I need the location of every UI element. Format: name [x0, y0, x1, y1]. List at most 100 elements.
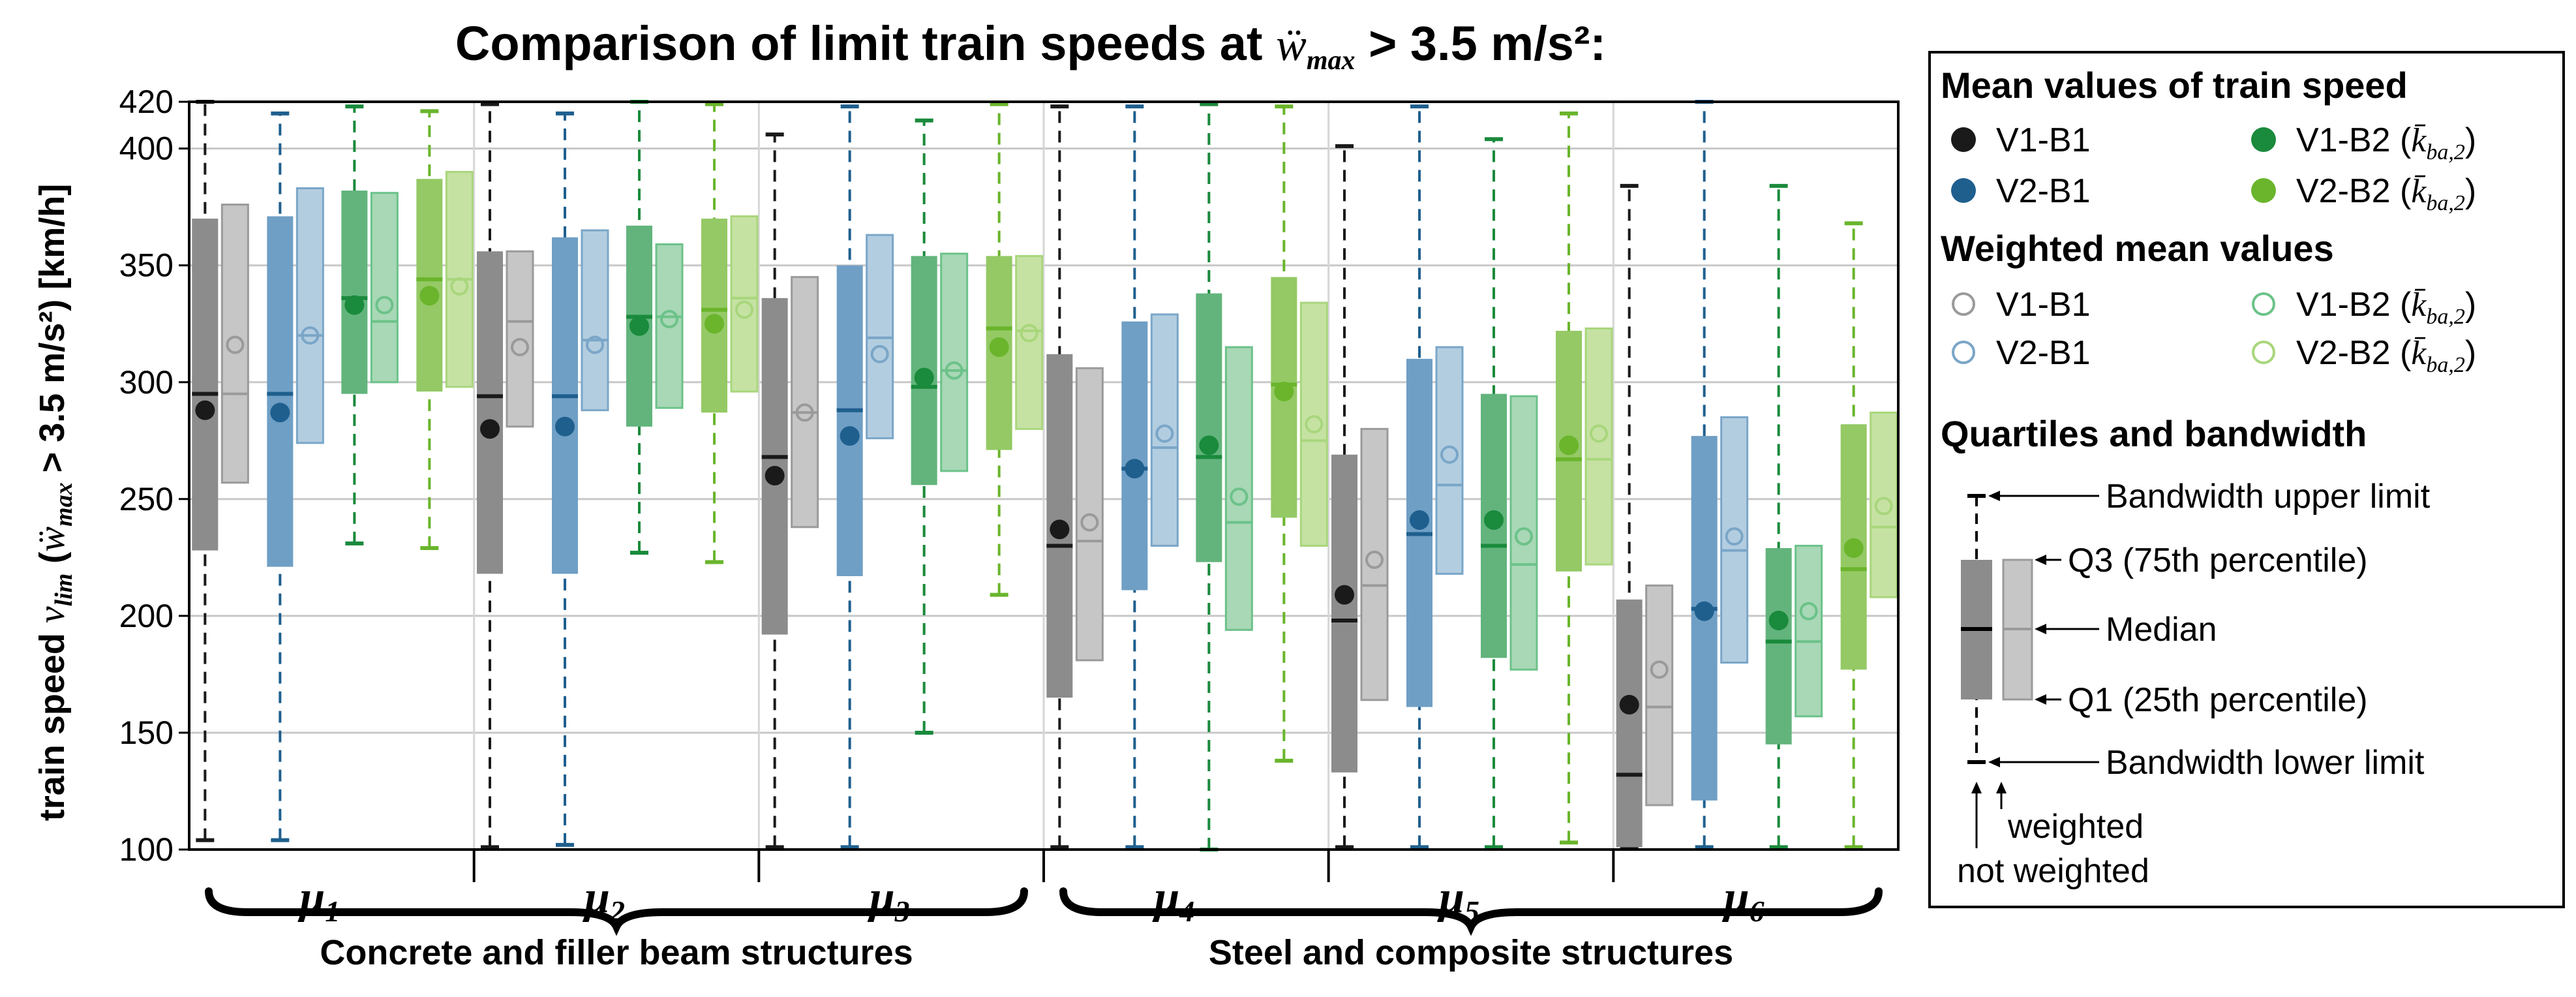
weighted-mean-point-g6-v1-b2	[1799, 602, 1818, 621]
mean-point-g3-v1-b1	[765, 466, 785, 485]
legend-mean-v2-b1-label: V2-B1	[1996, 172, 2091, 210]
y-tick-label-250: 250	[119, 481, 174, 517]
mean-point-g1-v2-b2	[419, 286, 440, 306]
y-label-open: (	[33, 552, 72, 574]
chart-title-suffix: > 3.5 m/s²:	[1356, 16, 1607, 70]
weighted-mean-point-g5-v2-b1	[1440, 445, 1459, 464]
plot-frame	[188, 100, 1900, 851]
weighted-mean-point-g2-v2-b1	[586, 335, 604, 354]
legend-arrow-q1-head	[2035, 694, 2046, 705]
box-g2-v1-b1	[477, 251, 503, 574]
legend-mean-v1-b1-label: V1-B1	[1996, 121, 2091, 159]
y-label-symbol-sub: lim	[50, 574, 78, 607]
weighted-box-g6-v1-b2	[1795, 544, 1823, 718]
legend-weighted-v1-b2-label: V1-B2 (k̄ba,2)	[2296, 286, 2476, 329]
weighted-mean-point-g1-v1-b2	[375, 296, 394, 314]
weighted-mean-point-g3-v2-b1	[870, 345, 889, 363]
mean-point-g2-v2-b2	[705, 314, 724, 334]
weighted-mean-point-g1-v2-b1	[301, 326, 320, 345]
legend-weighted-v2-b1-marker	[1952, 341, 1975, 364]
box-g4-v2-b1	[1121, 321, 1148, 591]
weighted-box-g2-v2-b1	[581, 229, 609, 412]
mean-point-g4-v1-b1	[1050, 519, 1070, 540]
mean-point-g5-v1-b1	[1335, 585, 1354, 605]
weighted-mean-point-g5-v1-b2	[1515, 527, 1533, 546]
mean-point-g4-v1-b2	[1199, 435, 1219, 455]
mean-point-g2-v1-b2	[629, 316, 649, 336]
box-g1-v1-b1	[192, 219, 219, 551]
weighted-box-g5-v1-b1	[1360, 427, 1389, 701]
mean-point-g1-v2-b1	[270, 403, 290, 423]
brace-2	[1059, 887, 1883, 936]
category-label-1: Concrete and filler beam structures	[320, 933, 913, 972]
weighted-box-g3-v1-b1	[791, 276, 819, 529]
weighted-box-g2-v2-b2	[730, 215, 759, 393]
mean-point-g3-v2-b1	[840, 426, 860, 446]
weighted-mean-point-g3-v2-b2	[1020, 324, 1038, 343]
chart-title: Comparison of limit train speeds at ẅmax…	[455, 16, 1606, 76]
weighted-mean-point-g4-v1-b2	[1230, 487, 1249, 506]
mean-point-g4-v2-b2	[1274, 382, 1294, 402]
weighted-box-g6-v2-b2	[1870, 411, 1898, 598]
weighted-mean-point-g6-v2-b2	[1874, 497, 1893, 515]
legend-label-weighted: weighted	[2007, 808, 2144, 846]
legend-weighted-v2-b2-marker	[2252, 341, 2275, 364]
box-g4-v1-b2	[1196, 293, 1222, 562]
legend-box	[1928, 51, 2565, 908]
weighted-mean-point-g6-v1-b1	[1650, 660, 1669, 679]
box-g3-v2-b1	[836, 265, 863, 576]
group-label-3: μ3	[868, 872, 910, 928]
chart-title-prefix: Comparison of limit train speeds at	[455, 16, 1276, 70]
y-tick-label-300: 300	[119, 364, 174, 401]
legend-label-lower: Bandwidth lower limit	[2106, 744, 2425, 782]
weighted-box-g1-v1-b1	[220, 204, 249, 484]
legend-arrow-notweighted-head	[1971, 782, 1982, 793]
box-g2-v2-b1	[552, 237, 578, 574]
weighted-box-g1-v1-b2	[370, 192, 399, 384]
legend-quartile-title: Quartiles and bandwidth	[1941, 413, 2367, 454]
weighted-box-g3-v2-b2	[1015, 254, 1044, 430]
legend-mean-v1-b1-marker	[1951, 127, 1976, 152]
category-label-2: Steel and composite structures	[1209, 933, 1733, 972]
box-g5-v1-b1	[1331, 454, 1357, 773]
legend-arrow-upper-head	[1988, 491, 2000, 501]
weighted-box-g6-v2-b1	[1720, 416, 1749, 664]
legend-mean-title: Mean values of train speed	[1941, 65, 2408, 106]
mean-point-g3-v2-b2	[989, 337, 1009, 358]
weighted-box-g5-v2-b2	[1584, 327, 1613, 566]
mean-point-g6-v1-b2	[1768, 611, 1789, 631]
weighted-box-g4-v2-b1	[1150, 313, 1179, 547]
weighted-mean-point-g1-v2-b2	[450, 277, 469, 296]
weighted-box-g5-v2-b1	[1435, 346, 1464, 575]
legend-weighted-v1-b1-marker	[1952, 292, 1975, 316]
weighted-box-g2-v1-b1	[506, 250, 534, 428]
y-tick-label-200: 200	[119, 598, 174, 634]
group-label-4: μ4	[1152, 872, 1194, 928]
mean-point-g4-v2-b1	[1125, 459, 1145, 479]
y-tick-label-420: 420	[119, 84, 174, 120]
legend-weighted-title: Weighted mean values	[1941, 228, 2334, 269]
legend-arrow-q3-head	[2035, 555, 2046, 565]
legend-arrow-median-head	[2035, 624, 2046, 634]
legend-label-not-weighted: not weighted	[1957, 852, 2149, 890]
box-g1-v2-b2	[416, 179, 443, 392]
y-label-symbol: v	[30, 606, 72, 623]
mean-point-g5-v2-b2	[1559, 435, 1579, 455]
mean-point-g2-v2-b1	[555, 416, 575, 437]
box-g1-v1-b2	[341, 191, 368, 394]
chart-title-symbol: ẅ	[1276, 20, 1307, 70]
weighted-mean-point-g5-v2-b2	[1590, 424, 1608, 443]
legend-mean-v2-b2-marker	[2251, 178, 2276, 203]
mean-point-g6-v1-b1	[1619, 694, 1639, 714]
weighted-mean-point-g4-v2-b2	[1305, 415, 1324, 434]
box-g1-v2-b1	[267, 216, 294, 567]
weighted-mean-point-g4-v2-b1	[1155, 424, 1174, 443]
legend-weighted-v2-b1-label: V2-B1	[1996, 334, 2091, 372]
legend-mean-v2-b1-marker	[1951, 178, 1976, 203]
legend: Mean values of train speed V1-B1 V2-B1 V1-B…	[1928, 51, 2565, 908]
y-label-prefix: train speed	[33, 623, 72, 821]
weighted-box-g5-v1-b2	[1509, 395, 1538, 671]
legend-weighted-v1-b2-marker	[2252, 292, 2275, 316]
mean-point-g6-v2-b2	[1843, 538, 1864, 559]
